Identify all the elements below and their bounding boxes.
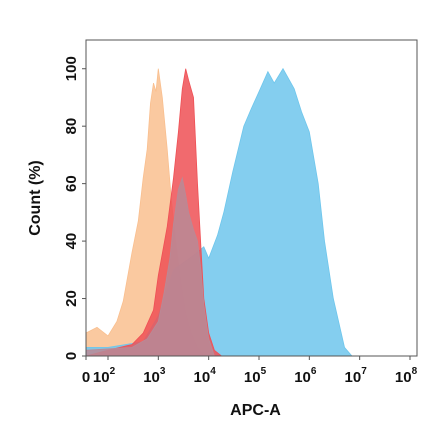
x-tick-label: 0	[82, 369, 90, 386]
y-tick-label: 20	[63, 290, 80, 307]
x-tick-label: 108	[395, 366, 418, 386]
x-tick-label: 104	[194, 366, 217, 386]
y-ticks: 0 20 40 60 80 100	[63, 56, 86, 360]
x-axis-label: APC-A	[230, 402, 281, 419]
x-tick-label: 107	[345, 366, 368, 386]
x-tick-label: 105	[244, 366, 267, 386]
y-tick-label: 100	[63, 56, 80, 81]
y-tick-label: 60	[63, 175, 80, 192]
series-layer	[85, 67, 353, 357]
y-tick-label: 0	[63, 352, 80, 360]
series-area-4	[85, 176, 215, 357]
plot-frame	[85, 39, 418, 357]
x-tick-label: 103	[143, 366, 166, 386]
y-tick-label: 80	[63, 118, 80, 135]
y-tick-label: 40	[63, 233, 80, 250]
x-ticks: 0 102 103 104 105 106 107 108	[82, 356, 418, 386]
x-tick-label: 106	[294, 366, 317, 386]
y-axis-label: Count (%)	[27, 160, 44, 236]
x-tick-label: 102	[93, 366, 116, 386]
